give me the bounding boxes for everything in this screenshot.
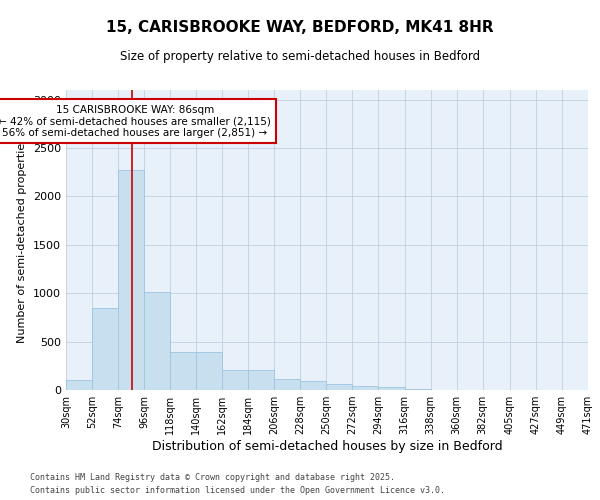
Bar xyxy=(144,292,170,390)
Bar xyxy=(379,388,404,390)
Bar xyxy=(274,379,301,390)
Text: 15 CARISBROOKE WAY: 86sqm
← 42% of semi-detached houses are smaller (2,115)
56% : 15 CARISBROOKE WAY: 86sqm ← 42% of semi-… xyxy=(0,104,271,138)
Bar xyxy=(326,384,352,390)
Bar xyxy=(92,308,118,390)
Bar xyxy=(404,389,431,390)
Bar xyxy=(352,386,379,390)
Bar xyxy=(118,170,144,390)
Text: Contains public sector information licensed under the Open Government Licence v3: Contains public sector information licen… xyxy=(30,486,445,495)
Y-axis label: Number of semi-detached properties: Number of semi-detached properties xyxy=(17,137,28,343)
Bar xyxy=(222,370,248,390)
Bar xyxy=(170,352,196,390)
Bar xyxy=(248,370,274,390)
Bar xyxy=(196,352,222,390)
Bar xyxy=(66,380,92,390)
Text: Size of property relative to semi-detached houses in Bedford: Size of property relative to semi-detach… xyxy=(120,50,480,63)
Bar xyxy=(301,382,326,390)
Text: 15, CARISBROOKE WAY, BEDFORD, MK41 8HR: 15, CARISBROOKE WAY, BEDFORD, MK41 8HR xyxy=(106,20,494,35)
Text: Contains HM Land Registry data © Crown copyright and database right 2025.: Contains HM Land Registry data © Crown c… xyxy=(30,474,395,482)
X-axis label: Distribution of semi-detached houses by size in Bedford: Distribution of semi-detached houses by … xyxy=(152,440,502,453)
